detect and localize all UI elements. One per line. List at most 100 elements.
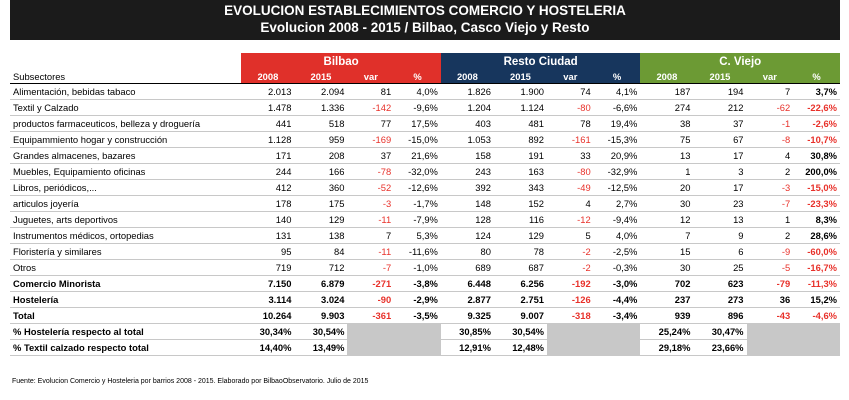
title-line-2: Evolucion 2008 - 2015 / Bilbao, Casco Vi…: [260, 20, 590, 35]
cviejo-pct: -11,3%: [793, 275, 840, 292]
bilbao-2015: 3.024: [294, 291, 348, 308]
bilbao-2008: 412: [241, 179, 295, 196]
bilbao-2008: 140: [241, 211, 295, 228]
resto-var: 5: [547, 227, 594, 244]
resto-var: -80: [547, 99, 594, 116]
resto-var: 74: [547, 83, 594, 100]
bilbao-pct: -3,8%: [394, 275, 441, 292]
table-row: Juguetes, arts deportivos 140 129 -11 -7,9% 1…: [10, 211, 840, 228]
resto-2008: 12,91%: [440, 339, 494, 356]
bilbao-var: -3: [347, 195, 395, 212]
row-label: % Textil calzado respecto total: [10, 339, 242, 356]
bilbao-2015: 138: [294, 227, 348, 244]
cviejo-var: -3: [746, 179, 794, 196]
table-row: Muebles, Equipamiento oficinas 244 166 -78-…: [10, 163, 840, 180]
cviejo-2015: 13: [693, 211, 747, 228]
resto-var: -2: [547, 259, 594, 276]
resto-2008: 80: [440, 243, 494, 260]
bilbao-2015: 166: [294, 163, 348, 180]
resto-pct: -12,5%: [593, 179, 641, 196]
cviejo-var: -62: [746, 99, 794, 116]
row-label: productos farmaceuticos, belleza y drogu…: [10, 115, 242, 132]
cviejo-2008: 939: [640, 307, 694, 324]
bilbao-2008: 441: [241, 115, 295, 132]
bilbao-var: 37: [347, 147, 395, 164]
cviejo-2008: 7: [640, 227, 694, 244]
bilbao-pct: -1,0%: [394, 259, 441, 276]
bilbao-2015: 1.336: [294, 99, 348, 116]
data-table: Bilbao Resto Ciudad C. Viejo Subsectores…: [10, 53, 840, 356]
cviejo-var: -8: [746, 131, 794, 148]
row-label: Otros: [10, 259, 242, 276]
row-label: Instrumentos médicos, ortopedias: [10, 227, 242, 244]
resto-2008: 9.325: [440, 307, 494, 324]
resto-pct: -6,6%: [593, 99, 641, 116]
cviejo-2015: 212: [693, 99, 747, 116]
ratio-row: % Textil calzado respecto total 14,40% 13,…: [10, 339, 840, 356]
header-2015: 2015: [294, 70, 348, 84]
table-row: productos farmaceuticos, belleza y drogu…: [10, 115, 840, 132]
bilbao-2008: 7.150: [241, 275, 295, 292]
cviejo-pct: -10,7%: [793, 131, 840, 148]
cviejo-pct: 30,8%: [793, 147, 840, 164]
resto-2015: 2.751: [493, 291, 547, 308]
cviejo-pct: -2,6%: [793, 115, 840, 132]
bilbao-pct: 4,0%: [394, 83, 441, 100]
table-row: Equipammiento hogar y construcción 1.128 9…: [10, 131, 840, 148]
cviejo-2015: 23: [693, 195, 747, 212]
header-pct: %: [394, 70, 441, 84]
cviejo-var: 36: [746, 291, 794, 308]
cviejo-pct: 28,6%: [793, 227, 840, 244]
header-2015: 2015: [693, 70, 747, 84]
group-resto-ciudad: Resto Ciudad: [440, 53, 641, 70]
bilbao-pct: -32,0%: [394, 163, 441, 180]
bilbao-var: 7: [347, 227, 395, 244]
row-label: Textil y Calzado: [10, 99, 242, 116]
resto-pct: -0,3%: [593, 259, 641, 276]
row-label: Libros, periódicos,...: [10, 179, 242, 196]
resto-2015: 163: [493, 163, 547, 180]
resto-pct: -3,0%: [593, 275, 641, 292]
bilbao-var: 81: [347, 83, 395, 100]
resto-pct: -32,9%: [593, 163, 641, 180]
row-label: Floristería y similares: [10, 243, 242, 260]
bilbao-var: -271: [347, 275, 395, 292]
cviejo-2015: 273: [693, 291, 747, 308]
cviejo-var: 1: [746, 211, 794, 228]
resto-pct: 20,9%: [593, 147, 641, 164]
cviejo-pct: -16,7%: [793, 259, 840, 276]
resto-pct: -4,4%: [593, 291, 641, 308]
resto-2015: 892: [493, 131, 547, 148]
group-casco-viejo: C. Viejo: [640, 53, 840, 70]
bilbao-2015: 6.879: [294, 275, 348, 292]
row-label: articulos joyería: [10, 195, 242, 212]
bilbao-2015: 13,49%: [294, 339, 348, 356]
cviejo-2015: 23,66%: [693, 339, 747, 356]
row-label: Total: [10, 307, 242, 324]
resto-2008: 30,85%: [440, 323, 494, 340]
resto-2015: 116: [493, 211, 547, 228]
resto-2008: 243: [440, 163, 494, 180]
resto-var: 33: [547, 147, 594, 164]
bilbao-pct: 5,3%: [394, 227, 441, 244]
bilbao-2015: 208: [294, 147, 348, 164]
resto-pct: 19,4%: [593, 115, 641, 132]
bilbao-pct: -3,5%: [394, 307, 441, 324]
bilbao-2015: 175: [294, 195, 348, 212]
resto-pct: 2,7%: [593, 195, 641, 212]
header-var: var: [746, 70, 794, 84]
header-pct: %: [593, 70, 641, 84]
resto-2015: 191: [493, 147, 547, 164]
header-subsectores: Subsectores: [10, 70, 242, 84]
row-label: Hostelería: [10, 291, 242, 308]
bilbao-var: -7: [347, 259, 395, 276]
row-label: % Hostelería respecto al total: [10, 323, 242, 340]
resto-2008: 392: [440, 179, 494, 196]
bilbao-empty: [347, 339, 441, 356]
resto-var: -126: [547, 291, 594, 308]
cviejo-2015: 17: [693, 179, 747, 196]
bilbao-2008: 244: [241, 163, 295, 180]
bilbao-2015: 84: [294, 243, 348, 260]
resto-2008: 2.877: [440, 291, 494, 308]
cviejo-2015: 30,47%: [693, 323, 747, 340]
